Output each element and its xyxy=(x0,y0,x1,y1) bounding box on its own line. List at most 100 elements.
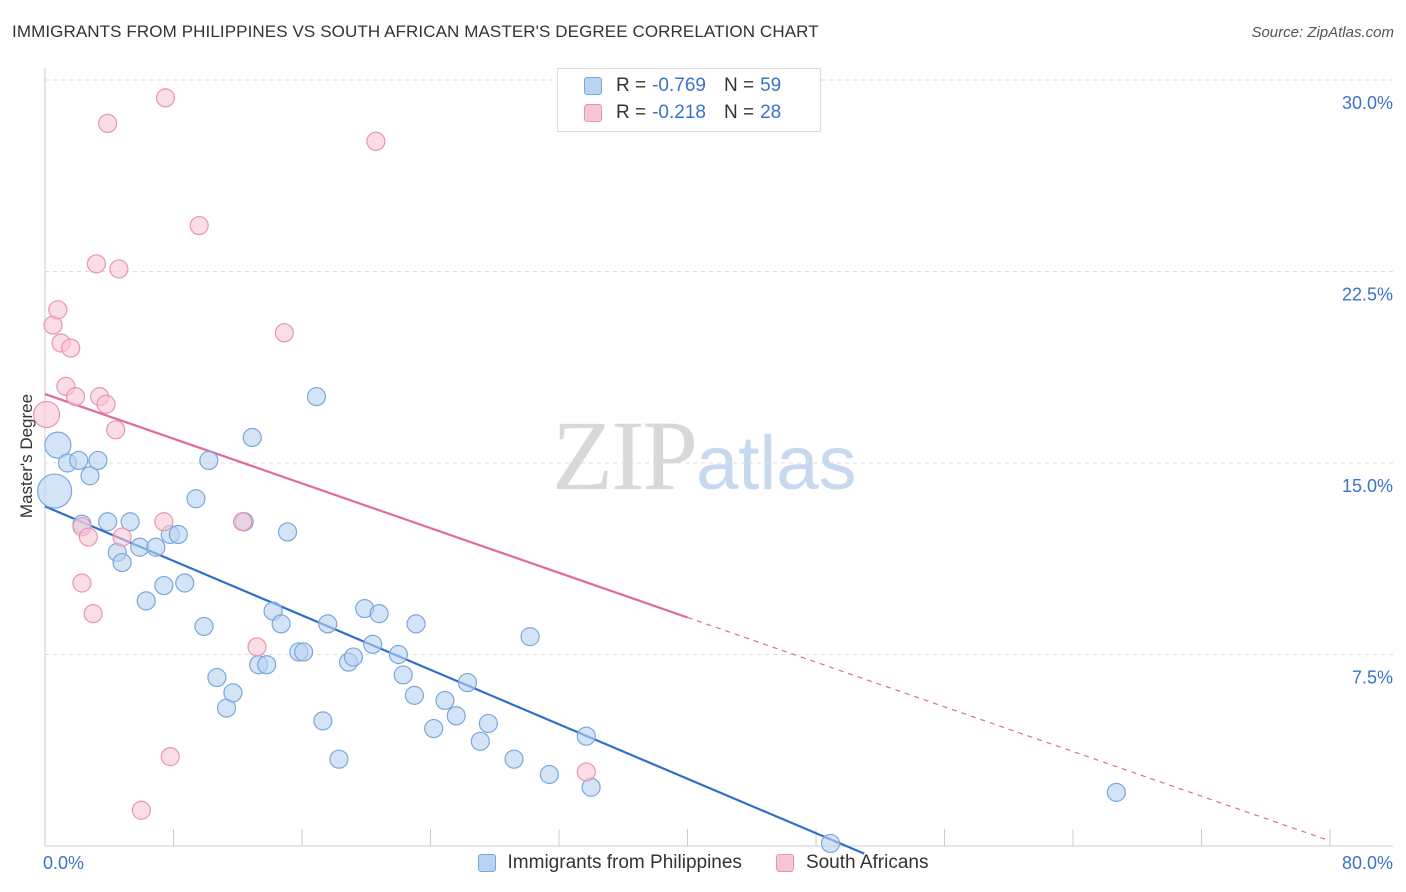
philippines-point xyxy=(1106,782,1126,802)
data-points xyxy=(33,88,1126,854)
south-africans-trend-line xyxy=(44,393,688,619)
y-tick-label: 22.5% xyxy=(1342,285,1393,305)
legend-label: Immigrants from Philippines xyxy=(507,852,742,873)
south-africans-point xyxy=(78,527,98,547)
r-value: -0.769 xyxy=(652,75,706,96)
philippines-point xyxy=(343,647,363,667)
south-africans-point xyxy=(65,387,86,407)
philippines-point xyxy=(44,431,72,459)
philippines-point xyxy=(168,524,188,545)
stats-legend: R = -0.769 N = 59 R = -0.218 N = 28 xyxy=(557,68,821,132)
pink-swatch-icon xyxy=(775,854,794,872)
philippines-point xyxy=(478,713,498,734)
trend-lines xyxy=(44,393,1331,855)
philippines-point xyxy=(313,711,333,731)
philippines-point xyxy=(329,749,349,769)
philippines-point xyxy=(80,466,100,486)
south-africans-point xyxy=(576,762,596,782)
south-africans-point xyxy=(247,637,267,657)
philippines-point xyxy=(242,427,262,448)
philippines-point xyxy=(186,489,206,509)
stats-legend-row-blue: R = -0.769 N = 59 xyxy=(584,74,781,98)
south-africans-point xyxy=(366,131,386,151)
stats-legend-row-pink: R = -0.218 N = 28 xyxy=(584,101,781,125)
south-africans-point xyxy=(33,400,61,429)
source-label: Source: ZipAtlas.com xyxy=(1251,24,1394,41)
south-africans-point xyxy=(61,338,81,358)
south-africans-point xyxy=(232,512,253,532)
philippines-point xyxy=(470,731,490,751)
tick-labels: 7.5% 15.0% 22.5% 30.0% 0.0% 80.0% xyxy=(43,93,1393,873)
philippines-point xyxy=(457,672,478,693)
philippines-point xyxy=(406,614,426,634)
philippines-point xyxy=(435,690,455,711)
philippines-point xyxy=(504,749,524,769)
philippines-point xyxy=(388,644,408,665)
legend-item-south-africans[interactable]: South Africans xyxy=(775,852,929,874)
philippines-point xyxy=(69,450,89,471)
south-africans-point xyxy=(48,300,68,320)
philippines-point xyxy=(446,706,466,726)
x-tick-label: 80.0% xyxy=(1342,853,1393,873)
n-value: 59 xyxy=(760,75,782,96)
r-label: R = xyxy=(616,102,647,123)
philippines-point xyxy=(257,655,277,675)
philippines-point xyxy=(404,685,425,705)
y-axis-label: Master's Degree xyxy=(17,394,36,518)
philippines-point xyxy=(306,387,327,407)
blue-swatch-icon xyxy=(584,77,602,95)
legend-item-philippines[interactable]: Immigrants from Philippines xyxy=(477,852,742,874)
south-africans-point xyxy=(86,254,107,274)
y-tick-label: 7.5% xyxy=(1352,668,1393,688)
philippines-point xyxy=(120,512,140,532)
blue-swatch-icon xyxy=(477,854,496,872)
south-africans-point xyxy=(96,394,116,414)
grid xyxy=(45,79,1393,655)
south-africans-point xyxy=(154,512,174,532)
philippines-point xyxy=(576,726,596,746)
n-label: N = xyxy=(723,102,755,123)
south-africans-point xyxy=(83,604,103,624)
y-tick-label: 30.0% xyxy=(1342,93,1393,113)
y-tick-label: 15.0% xyxy=(1342,476,1393,496)
south-africans-point xyxy=(160,747,180,767)
philippines-point xyxy=(207,667,227,688)
series-legend: Immigrants from Philippines South Africa… xyxy=(0,852,1406,874)
south-africans-point xyxy=(274,323,294,343)
philippines-point xyxy=(112,552,132,573)
philippines-point xyxy=(37,473,73,509)
philippines-point xyxy=(318,614,338,634)
philippines-point xyxy=(294,642,314,662)
philippines-point xyxy=(130,537,150,557)
philippines-point xyxy=(424,718,444,739)
legend-label: South Africans xyxy=(805,852,929,873)
philippines-point xyxy=(393,665,413,685)
philippines-point xyxy=(539,764,559,785)
philippines-point xyxy=(271,614,291,634)
philippines-point xyxy=(223,683,243,703)
chart-title: IMMIGRANTS FROM PHILIPPINES VS SOUTH AFR… xyxy=(12,22,819,41)
r-label: R = xyxy=(616,75,647,96)
r-value: -0.218 xyxy=(652,102,706,123)
philippines-trend-line xyxy=(44,505,865,855)
pink-swatch-icon xyxy=(584,104,602,122)
philippines-point xyxy=(146,537,166,557)
philippines-point xyxy=(363,634,383,654)
philippines-point xyxy=(175,573,195,593)
philippines-point xyxy=(369,604,389,624)
south-africans-point xyxy=(109,259,129,279)
south-africans-point xyxy=(106,420,126,440)
axes xyxy=(44,68,1393,847)
x-tick-label: 0.0% xyxy=(43,853,84,873)
philippines-point xyxy=(98,512,118,532)
philippines-point xyxy=(154,575,174,596)
south-africans-trend-extension xyxy=(687,616,1331,842)
philippines-point xyxy=(194,616,214,637)
philippines-point xyxy=(88,450,108,471)
south-africans-point xyxy=(72,573,92,593)
south-africans-point xyxy=(98,113,118,134)
watermark-zip: ZIP xyxy=(552,400,698,511)
n-value: 28 xyxy=(760,102,782,123)
philippines-point xyxy=(199,450,219,471)
